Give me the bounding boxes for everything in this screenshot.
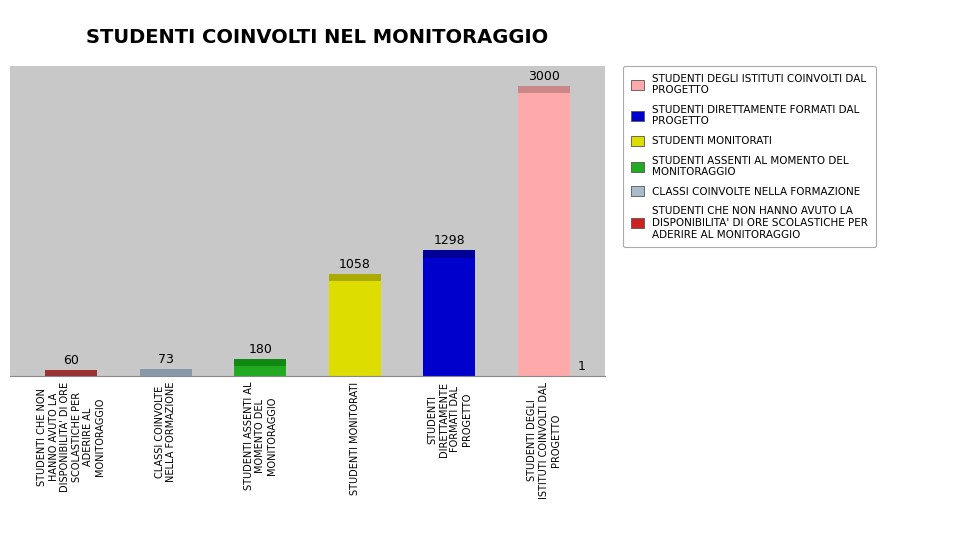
Bar — [423, 251, 475, 258]
Legend: STUDENTI DEGLI ISTITUTI COINVOLTI DAL
PROGETTO, STUDENTI DIRETTAMENTE FORMATI DA: STUDENTI DEGLI ISTITUTI COINVOLTI DAL PR… — [623, 66, 876, 247]
Text: STUDENTI COINVOLTI NEL MONITORAGGIO: STUDENTI COINVOLTI NEL MONITORAGGIO — [85, 28, 548, 46]
Bar — [45, 371, 97, 376]
Text: 1: 1 — [578, 360, 586, 373]
Text: 73: 73 — [157, 353, 174, 366]
Text: 60: 60 — [63, 354, 79, 367]
Bar — [234, 359, 286, 376]
Bar — [234, 359, 286, 367]
Text: 3000: 3000 — [528, 70, 560, 82]
Text: 1058: 1058 — [339, 258, 371, 270]
Text: 180: 180 — [249, 342, 272, 356]
Bar — [328, 274, 381, 281]
Bar — [45, 371, 97, 378]
Bar — [518, 86, 570, 376]
Bar — [139, 369, 192, 377]
Text: 1298: 1298 — [434, 234, 466, 247]
Bar — [139, 369, 192, 376]
Bar — [518, 86, 570, 93]
Bar — [423, 251, 475, 376]
Bar — [328, 274, 381, 376]
